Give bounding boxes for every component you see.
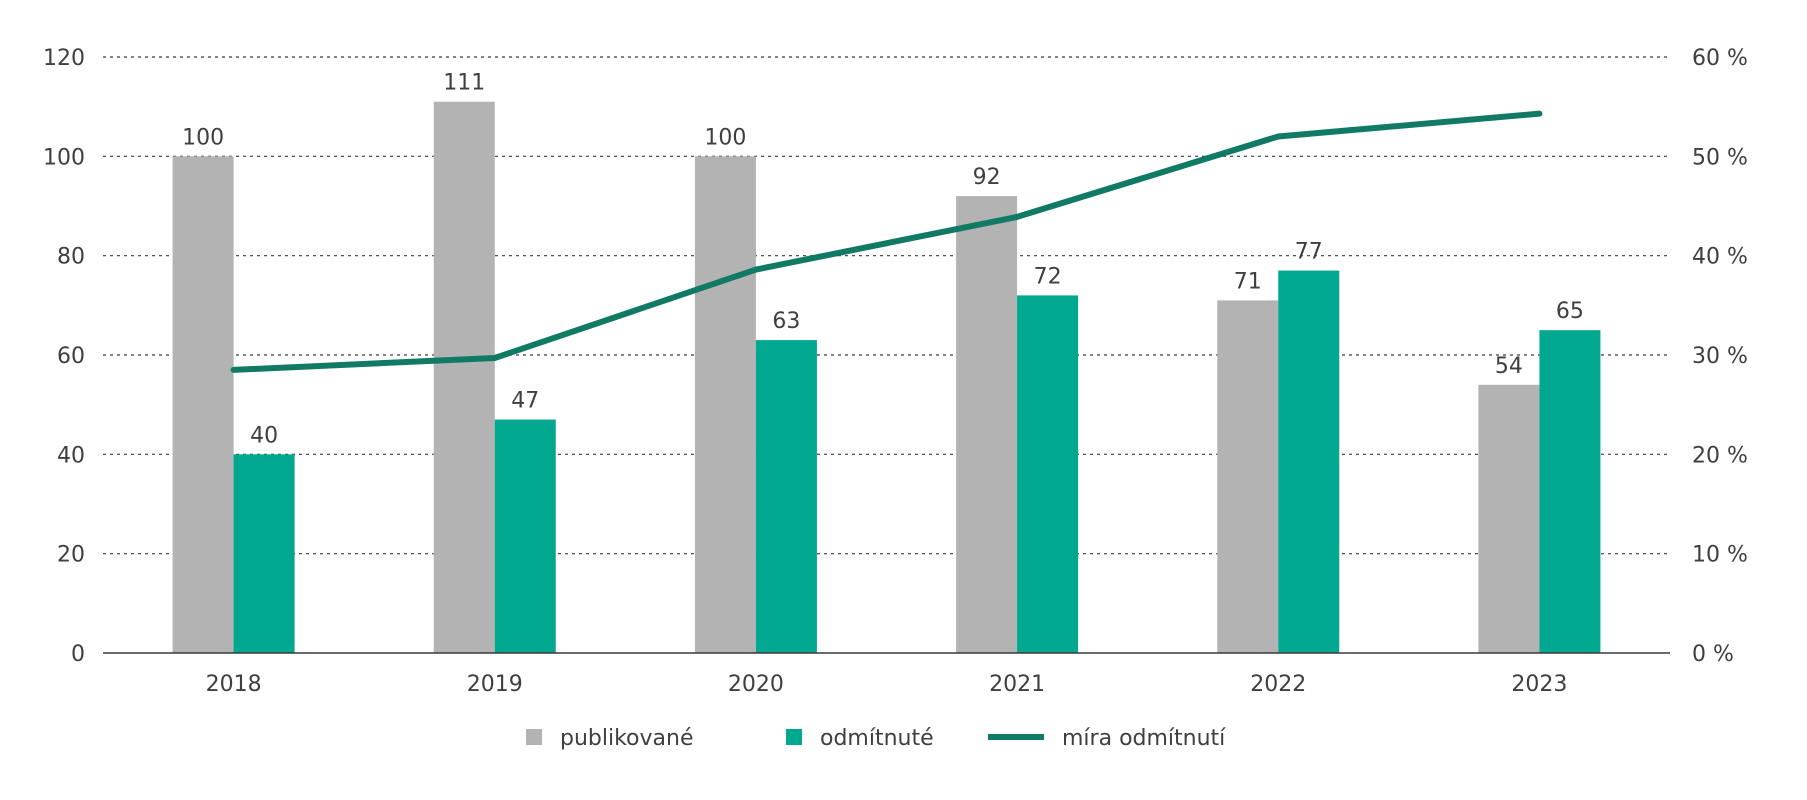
data-label: 100 <box>704 125 746 150</box>
rejection-rate-point <box>230 366 237 373</box>
data-label: 71 <box>1234 269 1262 294</box>
bar-rejected <box>1278 270 1340 653</box>
legend: publikované odmítnuté míra odmítnutí <box>526 726 1226 751</box>
rejection-rate-line <box>233 110 1540 373</box>
bar-rejected <box>755 340 817 653</box>
x-tick-label: 2023 <box>1511 672 1567 697</box>
legend-swatch-rejected <box>786 729 802 745</box>
y-right-tick-label: 10 % <box>1692 543 1748 568</box>
rate-line <box>230 110 1543 373</box>
rejection-rate-point <box>1014 213 1021 220</box>
bars <box>172 101 1601 654</box>
data-labels: 100 40 111 47 100 63 92 72 71 77 54 65 <box>182 71 1584 449</box>
data-label: 40 <box>250 423 278 448</box>
bar-rejected <box>233 454 295 653</box>
bar-published <box>694 156 756 654</box>
axes: 0 0 % 20 10 % 40 20 % 60 30 % 80 40 % 100 50 % 120 60… <box>43 46 1748 697</box>
y-left-tick-label: 0 <box>71 642 85 667</box>
bar-rejected <box>1017 295 1079 653</box>
bar-published <box>956 196 1018 654</box>
x-tick-label: 2022 <box>1250 672 1306 697</box>
x-tick-label: 2018 <box>206 672 262 697</box>
legend-label: odmítnuté <box>820 726 934 751</box>
data-label: 111 <box>443 71 485 96</box>
y-right-tick-label: 0 % <box>1692 642 1734 667</box>
bar-published <box>172 156 234 654</box>
data-label: 100 <box>182 125 224 150</box>
bar-rejected <box>494 419 556 653</box>
legend-swatch-published <box>526 729 542 745</box>
y-left-tick-label: 20 <box>57 543 85 568</box>
data-label: 77 <box>1295 240 1323 265</box>
rejection-rate-point <box>1275 133 1282 140</box>
gridlines <box>103 56 1670 555</box>
y-left-tick-label: 80 <box>57 245 85 270</box>
x-tick-label: 2019 <box>467 672 523 697</box>
y-left-tick-label: 60 <box>57 344 85 369</box>
data-label: 92 <box>973 165 1001 190</box>
y-left-tick-label: 100 <box>43 145 85 170</box>
rejection-rate-point <box>752 266 759 273</box>
bar-rejected <box>1539 330 1601 653</box>
x-tick-label: 2020 <box>728 672 784 697</box>
bar-published <box>433 101 495 653</box>
x-tick-label: 2021 <box>989 672 1045 697</box>
legend-label: publikované <box>560 726 694 751</box>
y-left-tick-label: 40 <box>57 443 85 468</box>
y-right-tick-label: 20 % <box>1692 443 1748 468</box>
bar-published <box>1478 384 1540 653</box>
data-label: 65 <box>1556 299 1584 324</box>
y-right-tick-label: 30 % <box>1692 344 1748 369</box>
rejection-rate-point <box>1536 110 1543 117</box>
y-right-tick-label: 40 % <box>1692 245 1748 270</box>
data-label: 47 <box>511 389 539 414</box>
data-label: 54 <box>1495 354 1523 379</box>
data-label: 72 <box>1034 264 1062 289</box>
y-right-tick-label: 50 % <box>1692 145 1748 170</box>
y-left-tick-label: 120 <box>43 46 85 71</box>
bar-published <box>1217 300 1279 653</box>
rejection-rate-point <box>491 354 498 361</box>
legend-label: míra odmítnutí <box>1062 726 1226 751</box>
data-label: 63 <box>772 309 800 334</box>
y-right-tick-label: 60 % <box>1692 46 1748 71</box>
